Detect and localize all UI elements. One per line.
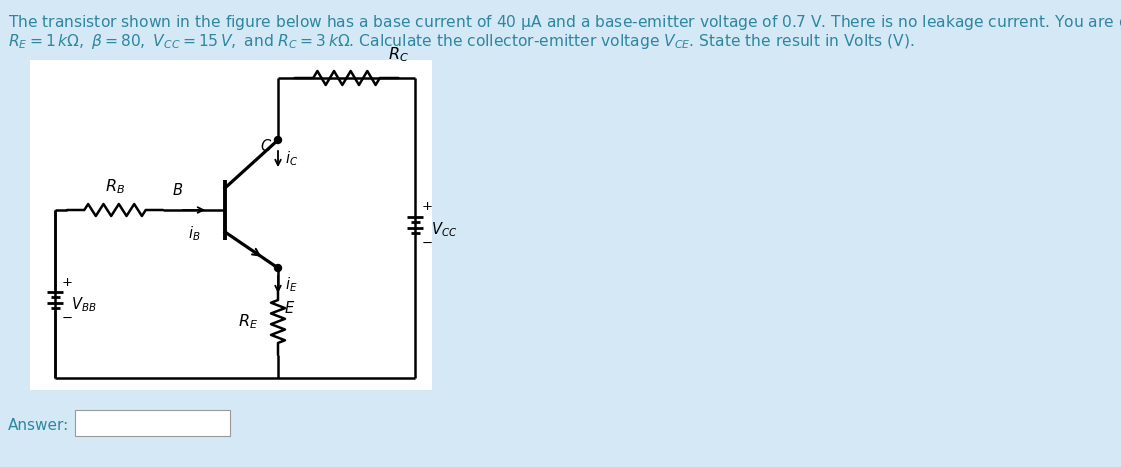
Text: $i_C$: $i_C$	[285, 149, 298, 168]
Text: +: +	[421, 200, 433, 213]
Text: +: +	[62, 276, 73, 289]
Text: $R_B$: $R_B$	[105, 177, 126, 196]
Circle shape	[275, 264, 281, 271]
Text: $V_{CC}$: $V_{CC}$	[430, 220, 457, 240]
Text: $i_E$: $i_E$	[285, 275, 297, 294]
Text: $V_{BB}$: $V_{BB}$	[71, 296, 96, 314]
Text: $R_E = 1\,k\Omega,\ \beta = 80,\ V_{CC} = 15\,V,$ and $R_C = 3\,k\Omega$. Calcul: $R_E = 1\,k\Omega,\ \beta = 80,\ V_{CC} …	[8, 32, 915, 51]
Text: $i_B$: $i_B$	[187, 224, 201, 243]
Text: $R_E$: $R_E$	[238, 312, 258, 331]
Circle shape	[275, 136, 281, 143]
Text: $B$: $B$	[172, 182, 183, 198]
Text: $R_C$: $R_C$	[389, 45, 409, 64]
FancyBboxPatch shape	[30, 60, 432, 390]
Text: $E$: $E$	[284, 300, 295, 316]
FancyBboxPatch shape	[75, 410, 230, 436]
Text: The transistor shown in the figure below has a base current of 40 μA and a base-: The transistor shown in the figure below…	[8, 13, 1121, 32]
Text: Answer:: Answer:	[8, 418, 70, 433]
Text: −: −	[421, 236, 433, 249]
Text: $C$: $C$	[260, 138, 272, 154]
Text: −: −	[62, 311, 73, 325]
